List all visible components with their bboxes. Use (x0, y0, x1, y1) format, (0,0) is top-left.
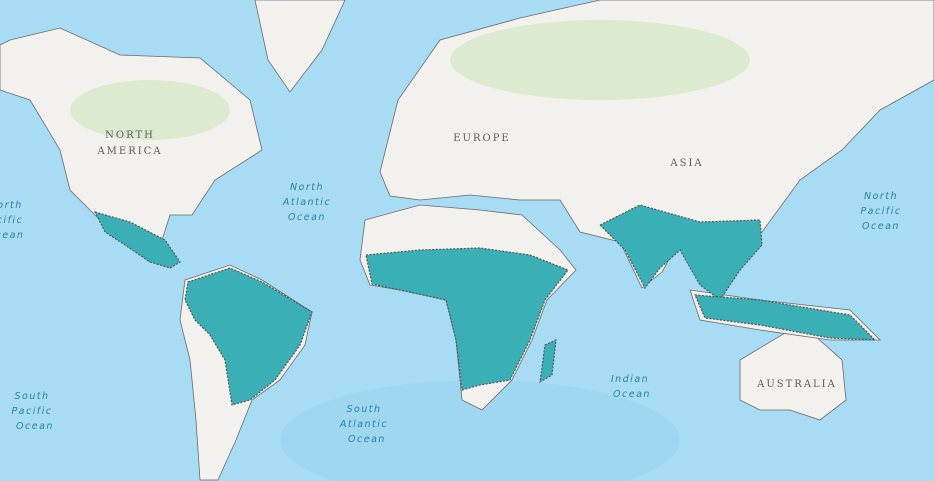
label-north-pacific-2: Pacific (860, 206, 901, 217)
label-north-america-1: NORTH (105, 130, 155, 141)
label-indian-1: Indian (611, 374, 649, 385)
label-indian-2: Ocean (613, 389, 651, 400)
canada-forest (70, 80, 230, 140)
label-south-atlantic-1: South (346, 404, 381, 415)
label-south-pacific-2: Pacific (11, 406, 52, 417)
label-south-pacific-3: Ocean (16, 421, 54, 432)
label-north-pacific-left-3: cean (0, 230, 24, 241)
label-north-pacific-1: North (864, 191, 898, 202)
ocean-shade (280, 380, 680, 481)
map-labels: NORTH AMERICA EUROPE ASIA AUSTRALIA Nort… (0, 130, 901, 445)
region-madagascar (539, 339, 557, 384)
region-south-asia (598, 204, 763, 301)
label-australia: AUSTRALIA (756, 379, 837, 390)
label-north-atlantic-3: Ocean (288, 212, 326, 223)
region-southeast-asia-islands (694, 294, 877, 341)
label-south-pacific-1: South (14, 391, 49, 402)
region-africa (365, 247, 569, 391)
highlighted-regions (93, 204, 877, 406)
label-north-atlantic-1: North (290, 182, 324, 193)
label-north-america-2: AMERICA (96, 146, 162, 157)
label-north-pacific-left-2: cific (0, 215, 23, 226)
region-south-america (184, 267, 313, 406)
label-asia: ASIA (669, 158, 703, 169)
label-north-pacific-left-1: orth (0, 200, 23, 211)
label-south-atlantic-2: Atlantic (339, 419, 388, 430)
label-north-pacific-3: Ocean (862, 221, 900, 232)
boreal-forest (450, 20, 750, 100)
label-north-atlantic-2: Atlantic (282, 197, 331, 208)
greenland (254, 0, 346, 93)
region-mexico-central-america (93, 211, 181, 269)
label-europe: EUROPE (453, 133, 510, 144)
label-south-atlantic-3: Ocean (348, 434, 386, 445)
